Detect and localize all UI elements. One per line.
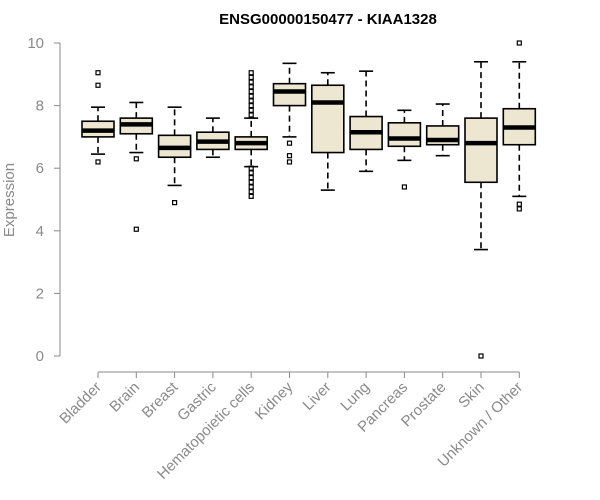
y-tick-label: 2 [36,285,44,302]
box-group [387,109,422,190]
x-tick-label: Kidney [252,378,297,423]
box-group [464,60,498,359]
box-group [81,70,115,165]
y-tick-label: 8 [36,98,44,115]
y-axis: 0 2 4 6 8 10 [27,35,61,365]
outlier-point [248,84,254,90]
outlier-point [516,40,522,46]
box-rect [272,82,307,107]
box-group [425,103,460,157]
outlier-point [248,74,254,81]
outlier-point [95,82,101,88]
outlier-point [248,112,254,118]
outlier-point [248,184,254,190]
box-group [157,106,192,206]
outlier-point [401,184,407,190]
outlier-point [133,226,139,232]
outlier-point [478,353,484,359]
x-tick-label: Bladder [56,379,105,428]
outlier-point [286,153,293,159]
outlier-point [248,88,254,95]
box-rect [464,117,498,184]
y-tick-label: 4 [36,223,44,240]
outlier-point [248,107,254,113]
y-tick-label: 0 [36,348,44,365]
box-group [196,117,230,159]
outlier-point [248,98,254,104]
chart-title: ENSG00000150477 - KIAA1328 [219,11,437,28]
y-tick-label: 6 [36,160,44,177]
outlier-point [248,70,254,76]
y-tick-label: 10 [27,35,44,52]
outlier-point [286,159,293,165]
outlier-point [248,174,254,181]
outlier-point [248,102,254,109]
box-group [119,101,154,232]
box-group [310,71,345,191]
box-group [349,70,383,173]
outlier-point [248,170,254,176]
box-rect [387,122,422,148]
box-group [502,40,537,212]
x-tick-label: Skin [455,379,488,412]
outlier-point [133,156,139,162]
outlier-point [248,179,254,185]
box-group [234,70,268,199]
x-tick-label: Brain [106,379,143,416]
outlier-point [248,165,254,171]
box-series [81,40,537,359]
outlier-point [248,193,254,199]
outlier-point [95,159,101,165]
outlier-point [516,201,522,207]
outlier-point [248,189,254,195]
outlier-point [172,200,178,206]
y-axis-title: Expression [1,163,18,237]
box-rect [310,84,345,154]
x-tick-label: Liver [300,379,335,414]
outlier-point [248,79,254,85]
outlier-point [248,93,254,99]
outlier-point [516,206,522,212]
outlier-point [286,140,293,146]
box-group [272,62,307,165]
outlier-point [95,70,101,76]
